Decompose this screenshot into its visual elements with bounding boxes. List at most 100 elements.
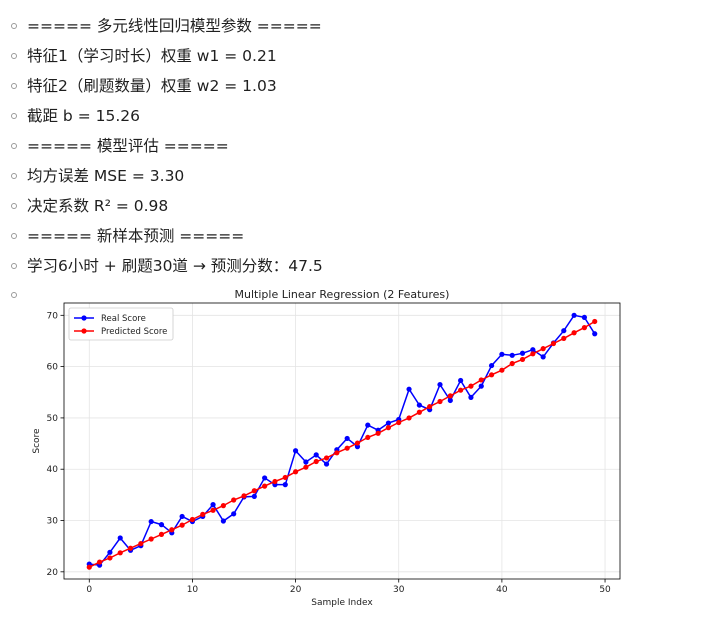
chart-title: Multiple Linear Regression (2 Features) [235, 288, 450, 301]
data-point [313, 452, 319, 458]
data-point [303, 464, 309, 470]
bullet-icon [11, 233, 17, 239]
output-text: ===== 模型评估 ===== [27, 137, 229, 155]
legend-label: Predicted Score [101, 327, 167, 337]
data-point [509, 352, 515, 358]
data-point [416, 402, 422, 408]
bullet-icon [11, 263, 17, 269]
data-point [530, 351, 536, 357]
y-tick-label: 40 [47, 465, 59, 475]
y-tick-label: 50 [47, 414, 59, 424]
data-point [251, 488, 257, 494]
data-point [478, 377, 484, 383]
data-point [231, 497, 237, 503]
legend-marker [81, 315, 87, 321]
data-point [86, 564, 92, 570]
data-point [303, 459, 309, 465]
bullet-icon [11, 83, 17, 89]
bullet-icon [11, 292, 17, 298]
data-point [592, 318, 598, 325]
y-tick-label: 60 [47, 363, 59, 373]
output-text: 决定系数 R² = 0.98 [27, 197, 169, 215]
x-tick-label: 30 [393, 585, 405, 595]
data-point [427, 404, 433, 410]
data-point [96, 559, 103, 565]
data-point [581, 314, 588, 320]
data-point [262, 483, 268, 489]
data-point [354, 440, 361, 446]
data-point [416, 409, 422, 415]
data-point [272, 478, 278, 485]
output-text: ===== 多元线性回归模型参数 ===== [27, 17, 322, 35]
data-point [385, 420, 392, 426]
output-text: 特征1（学习时长）权重 w1 = 0.21 [27, 47, 277, 65]
data-point [210, 507, 216, 513]
y-tick-label: 30 [47, 517, 59, 527]
data-point [447, 393, 453, 399]
data-point [540, 354, 546, 360]
data-point [158, 522, 165, 528]
data-point [499, 367, 505, 373]
data-point [241, 493, 247, 499]
data-point [127, 545, 134, 551]
data-point [406, 415, 412, 421]
data-point [158, 531, 165, 537]
plot-frame [63, 302, 621, 580]
data-point [138, 541, 144, 547]
series-line-0 [89, 314, 596, 566]
data-point [530, 347, 536, 353]
bullet-icon [11, 173, 17, 179]
data-point [581, 325, 588, 331]
data-point [117, 550, 123, 556]
data-point [571, 330, 577, 336]
data-point [220, 503, 226, 509]
x-tick-label: 0 [86, 585, 92, 595]
data-point [292, 469, 299, 475]
x-axis-label: Sample Index [311, 598, 373, 608]
y-tick-label: 20 [47, 568, 59, 578]
y-axis-label: Score [32, 428, 42, 454]
x-tick-label: 10 [187, 585, 199, 595]
data-point [488, 362, 495, 369]
data-point [179, 522, 185, 528]
legend-label: Real Score [101, 314, 146, 324]
data-point [468, 383, 474, 389]
output-text: 特征2（刷题数量）权重 w2 = 1.03 [27, 77, 277, 95]
output-text: 均方误差 MSE = 3.30 [27, 167, 185, 185]
data-point [499, 351, 505, 357]
x-tick-label: 20 [290, 585, 302, 595]
data-point [447, 397, 453, 404]
data-point [231, 511, 237, 517]
data-point [592, 331, 598, 337]
data-point [179, 513, 185, 520]
data-point [561, 335, 567, 341]
legend-box [68, 307, 174, 341]
data-point [117, 535, 123, 541]
x-tick-label: 40 [496, 585, 508, 595]
data-point [406, 386, 412, 392]
regression-chart: Multiple Linear Regression (2 Features) 0… [32, 288, 621, 608]
data-point [323, 461, 330, 467]
x-tick-label: 50 [599, 585, 611, 595]
y-tick-label: 70 [47, 311, 59, 321]
data-point [550, 340, 557, 347]
data-point [509, 360, 515, 367]
data-point [365, 434, 371, 441]
data-point [468, 394, 474, 400]
data-point [251, 493, 257, 500]
data-point [313, 458, 319, 465]
data-point [365, 422, 371, 428]
data-point [478, 383, 484, 389]
data-point [396, 419, 402, 426]
data-point [344, 435, 350, 442]
legend-marker [81, 328, 87, 334]
bullet-icon [11, 143, 17, 149]
data-point [323, 455, 330, 461]
data-point [488, 372, 495, 378]
data-point [282, 474, 288, 481]
data-point [200, 511, 206, 517]
data-point [375, 430, 381, 436]
data-point [458, 377, 464, 384]
data-point [344, 445, 350, 451]
data-point [519, 350, 526, 356]
